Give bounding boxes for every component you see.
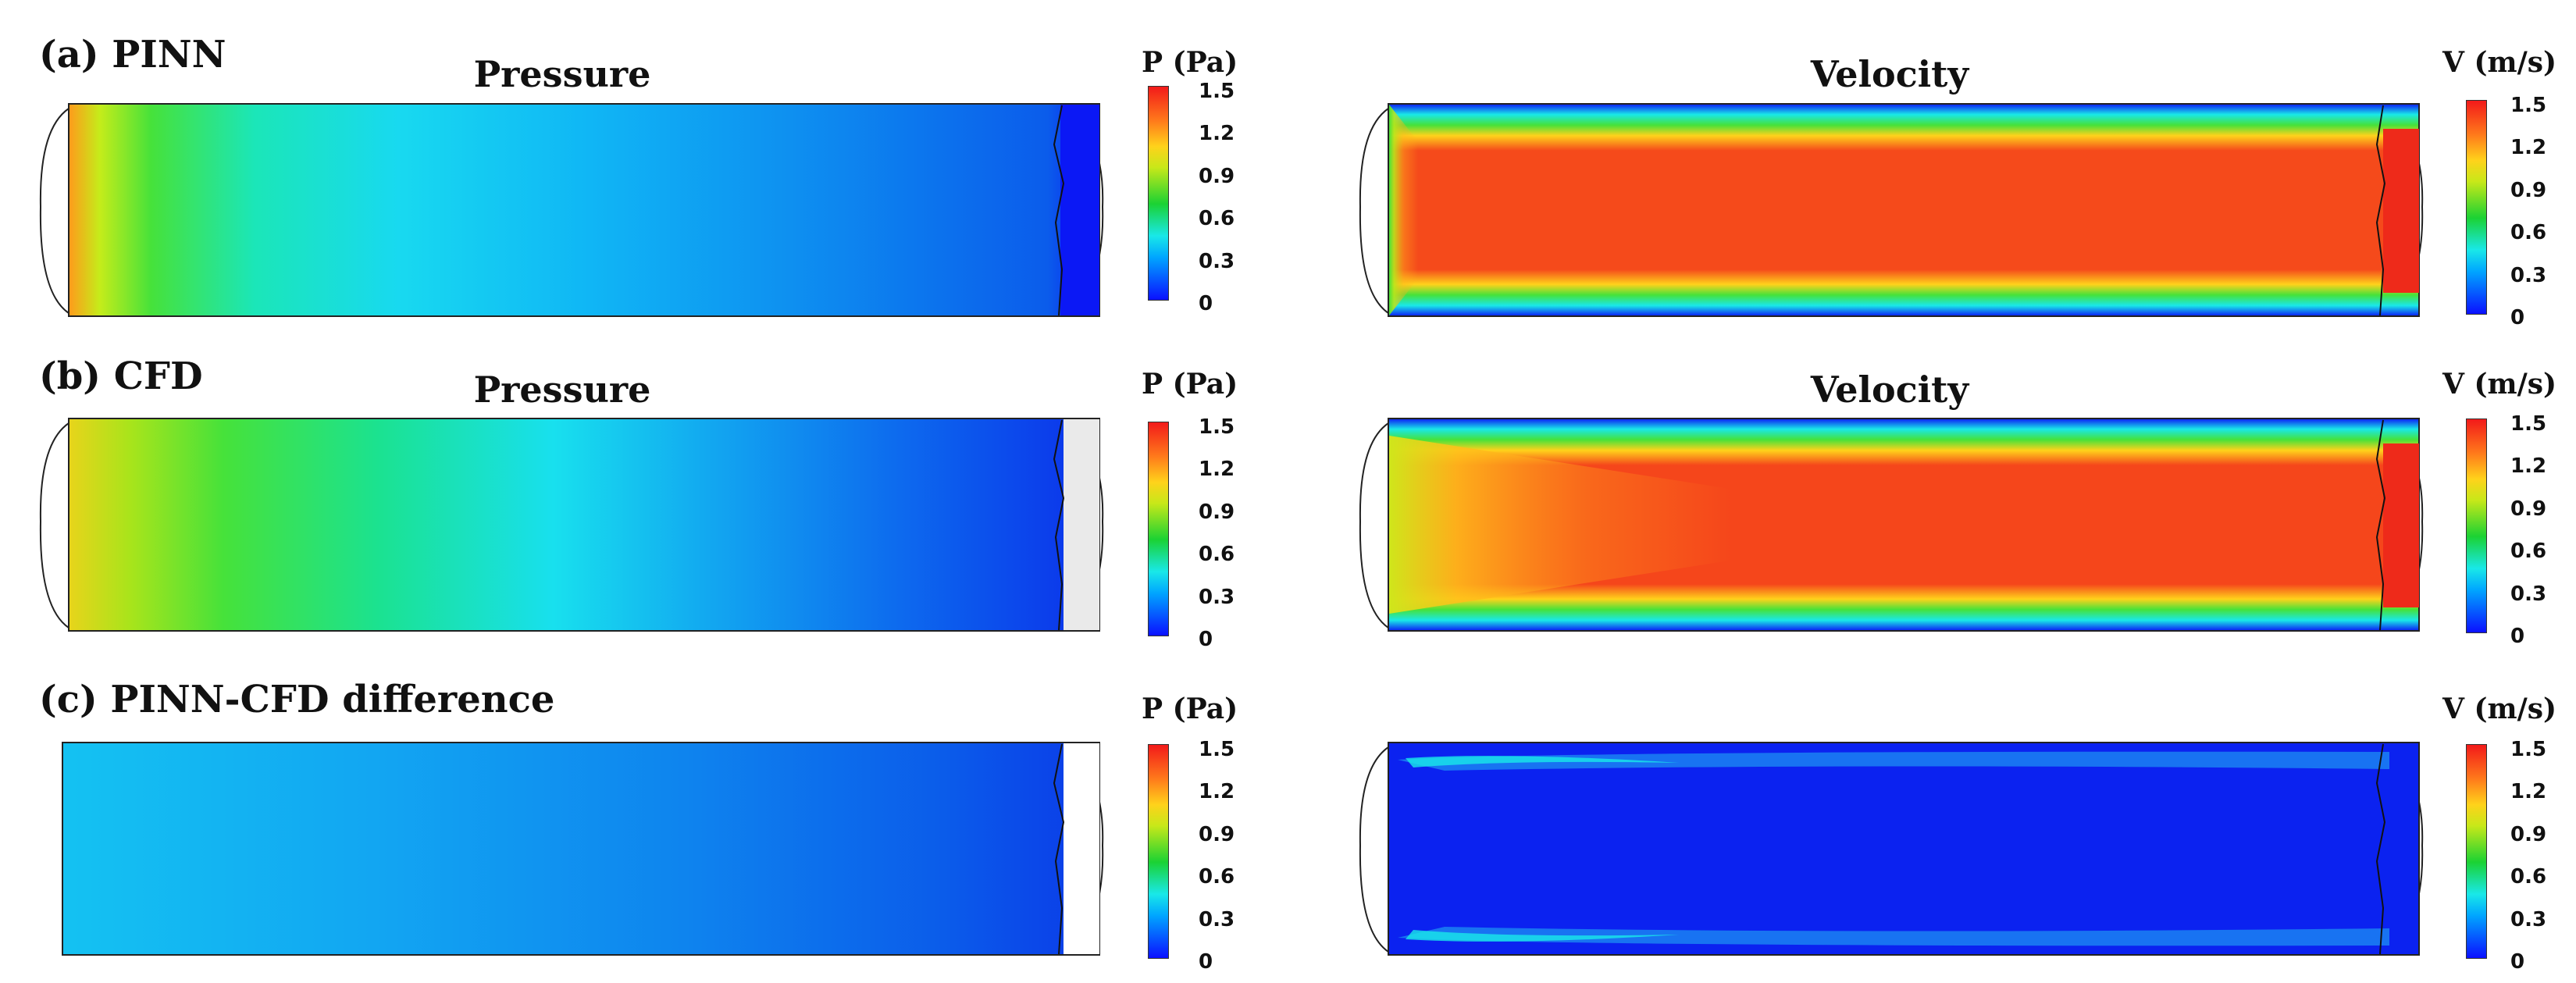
cfd-velocity-field xyxy=(1351,412,2424,635)
pressure-tick-b-0: 1.5 xyxy=(1199,415,1235,439)
velocity-title-b: Velocity xyxy=(1810,369,1969,411)
pressure-colorbar-label-a: P (Pa) xyxy=(1142,46,1238,79)
velocity-tick-b-3: 0.6 xyxy=(2510,540,2547,563)
velocity-colorbar-b xyxy=(2466,418,2487,633)
pressure-colorbar-a xyxy=(1148,86,1169,301)
velocity-tick-c-2: 0.9 xyxy=(2510,823,2547,846)
difference-pressure-field xyxy=(31,736,1104,959)
pressure-tick-b-1: 1.2 xyxy=(1199,458,1235,481)
pressure-tick-c-0: 1.5 xyxy=(1199,738,1235,761)
pressure-tick-c-2: 0.9 xyxy=(1199,823,1235,846)
pressure-tick-b-2: 0.9 xyxy=(1199,500,1235,524)
velocity-tick-a-1: 1.2 xyxy=(2510,136,2547,159)
velocity-colorbar-c xyxy=(2466,744,2487,959)
pressure-tick-a-2: 0.9 xyxy=(1199,165,1235,188)
pressure-colorbar-label-b: P (Pa) xyxy=(1142,368,1238,401)
pressure-tick-b-4: 0.3 xyxy=(1199,586,1235,609)
velocity-tick-a-2: 0.9 xyxy=(2510,179,2547,202)
pressure-colorbar-c xyxy=(1148,744,1169,959)
velocity-tick-a-0: 1.5 xyxy=(2510,94,2547,117)
velocity-tick-c-3: 0.6 xyxy=(2510,865,2547,889)
cfd-pressure-field xyxy=(31,412,1104,635)
velocity-tick-b-1: 1.2 xyxy=(2510,454,2547,478)
velocity-tick-b-0: 1.5 xyxy=(2510,412,2547,436)
velocity-tick-c-4: 0.3 xyxy=(2510,908,2547,931)
pressure-tick-c-1: 1.2 xyxy=(1199,780,1235,803)
pressure-tick-c-4: 0.3 xyxy=(1199,908,1235,931)
pressure-title-a: Pressure xyxy=(473,53,651,95)
velocity-tick-c-5: 0 xyxy=(2510,950,2525,974)
difference-velocity-field xyxy=(1351,736,2424,959)
pressure-title-b: Pressure xyxy=(473,369,651,411)
pressure-colorbar-b xyxy=(1148,422,1169,636)
pressure-tick-c-3: 0.6 xyxy=(1199,865,1235,889)
pressure-tick-c-5: 0 xyxy=(1199,950,1213,974)
row-label-c: (c) PINN-CFD difference xyxy=(39,678,555,721)
velocity-tick-a-5: 0 xyxy=(2510,306,2525,329)
velocity-colorbar-label-b: V (m/s) xyxy=(2442,368,2557,401)
pinn-pressure-field xyxy=(31,98,1104,320)
velocity-colorbar-a xyxy=(2466,100,2487,315)
velocity-tick-b-4: 0.3 xyxy=(2510,582,2547,606)
pressure-tick-a-1: 1.2 xyxy=(1199,122,1235,145)
velocity-tick-b-2: 0.9 xyxy=(2510,497,2547,521)
pressure-tick-a-4: 0.3 xyxy=(1199,250,1235,273)
velocity-title-a: Velocity xyxy=(1810,53,1969,95)
pressure-tick-b-3: 0.6 xyxy=(1199,543,1235,566)
pressure-colorbar-label-c: P (Pa) xyxy=(1142,693,1238,725)
velocity-tick-a-3: 0.6 xyxy=(2510,221,2547,244)
velocity-tick-c-0: 1.5 xyxy=(2510,738,2547,761)
pinn-velocity-field xyxy=(1351,98,2424,320)
pressure-tick-a-0: 1.5 xyxy=(1199,80,1235,103)
velocity-colorbar-label-c: V (m/s) xyxy=(2442,693,2557,725)
pressure-tick-a-3: 0.6 xyxy=(1199,207,1235,230)
row-label-a: (a) PINN xyxy=(39,33,226,77)
velocity-tick-a-4: 0.3 xyxy=(2510,264,2547,287)
velocity-tick-c-1: 1.2 xyxy=(2510,780,2547,803)
velocity-tick-b-5: 0 xyxy=(2510,625,2525,648)
row-label-b: (b) CFD xyxy=(39,354,203,398)
pressure-tick-a-5: 0 xyxy=(1199,292,1213,315)
pressure-tick-b-5: 0 xyxy=(1199,628,1213,651)
velocity-colorbar-label-a: V (m/s) xyxy=(2442,46,2557,79)
